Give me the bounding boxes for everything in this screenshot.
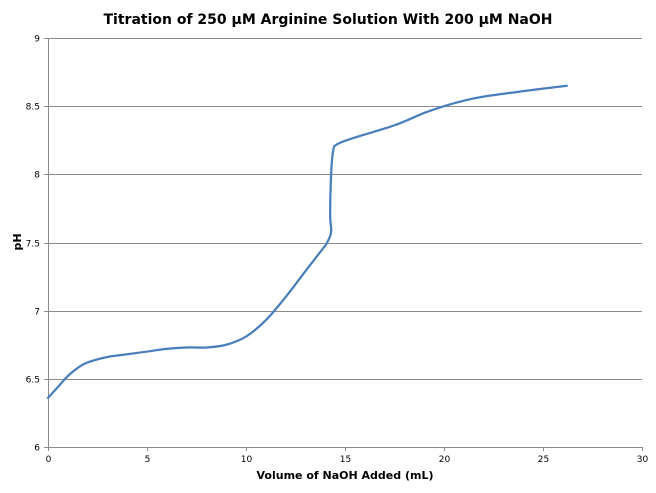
y-tick-label: 9 xyxy=(34,35,40,45)
chart-title: Titration of 250 µM Arginine Solution Wi… xyxy=(104,12,553,28)
y-tick-label: 7 xyxy=(34,308,40,318)
x-tick-label: 25 xyxy=(538,455,549,465)
y-tick-label: 6.5 xyxy=(26,376,40,386)
y-axis-label: pH xyxy=(11,233,24,250)
x-tick-label: 30 xyxy=(637,455,649,465)
x-tick-label: 20 xyxy=(439,455,451,465)
x-tick-label: 10 xyxy=(241,455,253,465)
y-tick-label: 8.5 xyxy=(26,103,40,113)
labels-layer: 6 6.5 7 7.5 8 8.5 9 0 5 10 15 20 25 30 xyxy=(26,35,649,466)
y-tick-label: 7.5 xyxy=(26,240,40,250)
x-tick-label: 0 xyxy=(46,455,52,465)
series-layer xyxy=(46,84,568,400)
series-line xyxy=(46,84,568,400)
grid-layer xyxy=(48,38,642,380)
x-tick-label: 5 xyxy=(145,455,151,465)
y-tick-label: 6 xyxy=(34,444,40,454)
y-tick-label: 8 xyxy=(34,171,40,181)
x-tick-label: 15 xyxy=(340,455,351,465)
x-axis-label: Volume of NaOH Added (mL) xyxy=(257,469,434,482)
axes-layer xyxy=(44,38,643,451)
